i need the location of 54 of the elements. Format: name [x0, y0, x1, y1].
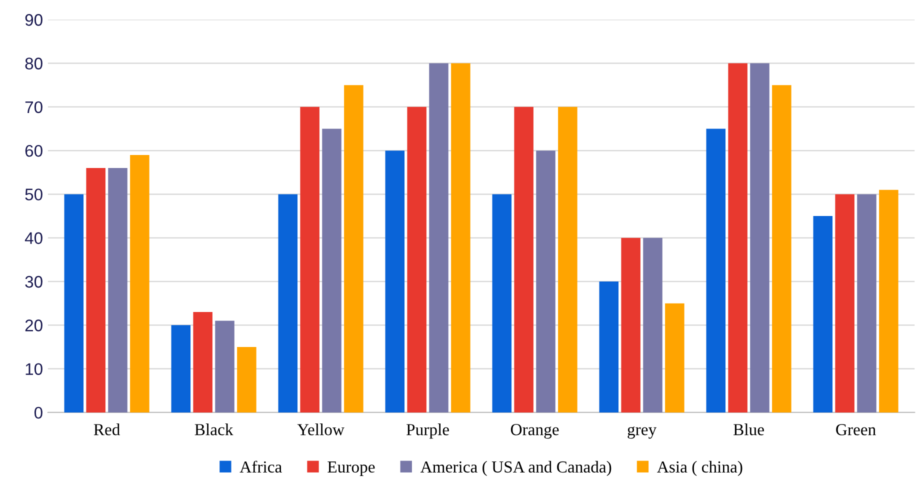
bar — [300, 106, 320, 412]
bar — [750, 63, 770, 412]
bar — [130, 154, 150, 412]
y-tick-label: 30 — [25, 276, 42, 288]
bar — [879, 190, 898, 412]
y-tick-label: 60 — [25, 144, 42, 157]
bar — [706, 128, 726, 412]
bar — [278, 194, 298, 412]
bar — [385, 150, 405, 412]
x-tick-label: Orange — [510, 424, 559, 439]
y-tick-label: 90 — [25, 14, 42, 26]
x-tick-label: Blue — [734, 424, 764, 436]
x-tick-label: Green — [836, 424, 876, 436]
y-tick-label: 40 — [24, 232, 42, 244]
bar — [171, 325, 191, 412]
legend-label: Asia ( china) — [657, 460, 742, 476]
y-tick-label: 50 — [25, 188, 42, 200]
legend-label: Africa — [240, 460, 282, 473]
x-tick-label: Purple — [406, 424, 449, 439]
legend-label: Europe — [328, 462, 375, 476]
bar — [643, 238, 662, 412]
bar — [857, 194, 876, 412]
y-tick-label: 10 — [26, 363, 42, 375]
bar — [536, 150, 556, 412]
bar — [599, 282, 619, 412]
x-tick-label: Red — [94, 424, 120, 436]
bar — [322, 128, 342, 412]
bar — [621, 238, 640, 412]
x-tick-label: grey — [628, 426, 657, 439]
bar — [429, 63, 448, 412]
y-tick-label: 70 — [25, 101, 42, 114]
legend-label: America ( USA and Canada) — [420, 460, 612, 476]
bar — [514, 106, 534, 412]
y-tick-label: 0 — [34, 406, 42, 419]
bar — [728, 63, 748, 412]
y-tick-label: 20 — [25, 320, 42, 332]
bar — [665, 303, 684, 412]
bar — [407, 106, 426, 412]
y-tick-label: 80 — [25, 58, 42, 70]
bar — [215, 320, 234, 412]
bar — [237, 346, 256, 412]
bar — [108, 168, 128, 412]
x-tick-label: Black — [194, 424, 234, 436]
bar — [772, 85, 792, 412]
bar — [193, 312, 212, 412]
bar — [835, 194, 854, 412]
bar — [344, 85, 364, 412]
bar — [64, 194, 84, 412]
x-tick-label: Yellow — [297, 424, 344, 436]
bar — [451, 63, 470, 412]
bar — [813, 216, 833, 412]
bar — [558, 106, 578, 412]
bar — [86, 168, 106, 412]
bar — [492, 194, 512, 412]
